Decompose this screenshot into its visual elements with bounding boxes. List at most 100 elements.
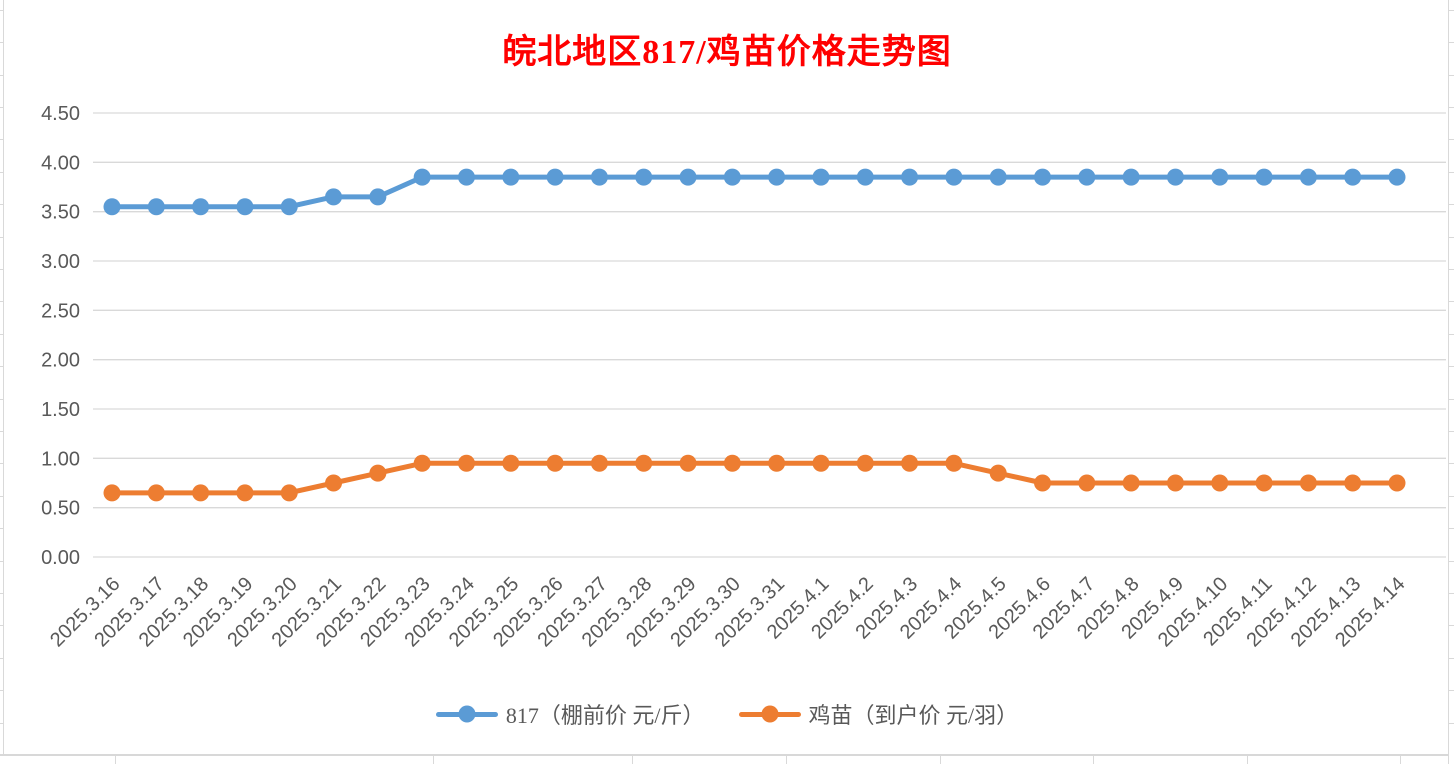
y-tick-label: 3.00 (41, 251, 80, 273)
worksheet-gridline (1449, 237, 1454, 238)
worksheet-gridline (0, 366, 3, 367)
data-point-marker (236, 484, 254, 502)
worksheet-gridline (632, 756, 633, 764)
worksheet-gridline (0, 399, 3, 400)
worksheet-gridline (1449, 301, 1454, 302)
data-point-marker (546, 454, 564, 472)
worksheet-gridline (0, 237, 3, 238)
worksheet-gridline (1449, 107, 1454, 108)
data-point-marker (635, 454, 653, 472)
worksheet-gridline (1449, 269, 1454, 270)
data-point-marker (457, 168, 475, 186)
data-point-marker (1122, 474, 1140, 492)
worksheet-gridline (1449, 658, 1454, 659)
worksheet-gridline (1449, 561, 1454, 562)
data-point-marker (590, 454, 608, 472)
data-point-marker (1299, 168, 1317, 186)
data-point-marker (413, 454, 431, 472)
worksheet-gridline (1449, 334, 1454, 335)
y-tick-label: 2.00 (41, 350, 80, 372)
data-point-marker (502, 168, 520, 186)
worksheet-gridline (0, 723, 3, 724)
data-point-marker (1166, 474, 1184, 492)
worksheet-gridline (1449, 528, 1454, 529)
y-tick-label: 3.50 (41, 202, 80, 224)
worksheet-gridline (0, 625, 3, 626)
worksheet-gridline (0, 204, 3, 205)
worksheet-gridline (433, 756, 434, 764)
y-tick-label: 4.00 (41, 152, 80, 174)
worksheet-gridline (1247, 756, 1248, 764)
worksheet-gridline (0, 561, 3, 562)
worksheet-gridline (1449, 75, 1454, 76)
worksheet-gridline (0, 172, 3, 173)
data-point-marker (1255, 474, 1273, 492)
worksheet-gridline (786, 756, 787, 764)
worksheet-gridline (1093, 756, 1094, 764)
worksheet-gridline (0, 75, 3, 76)
data-point-marker (546, 168, 564, 186)
data-point-marker (635, 168, 653, 186)
data-point-marker (192, 484, 210, 502)
worksheet-gridline (1449, 42, 1454, 43)
series-line-1 (109, 460, 1400, 496)
worksheet-gridline (1449, 399, 1454, 400)
data-point-marker (369, 464, 387, 482)
data-point-marker (945, 454, 963, 472)
data-point-marker (945, 168, 963, 186)
data-point-marker (989, 464, 1007, 482)
data-point-marker (325, 474, 343, 492)
data-point-marker (1211, 168, 1229, 186)
data-point-marker (1166, 168, 1184, 186)
data-point-marker (723, 168, 741, 186)
worksheet-gridline (1449, 625, 1454, 626)
worksheet-gridline-right (1448, 0, 1449, 764)
worksheet-gridline (0, 301, 3, 302)
worksheet-gridline (1449, 593, 1454, 594)
data-point-marker (679, 168, 697, 186)
worksheet-gridline (1449, 10, 1454, 11)
chart-title: 皖北地区817/鸡苗价格走势图 (502, 34, 952, 71)
y-tick-label: 1.00 (41, 448, 80, 470)
data-point-marker (280, 198, 298, 216)
worksheet-gridline (0, 334, 3, 335)
worksheet-gridline (1449, 431, 1454, 432)
worksheet-gridline (1400, 756, 1401, 764)
data-point-marker (723, 454, 741, 472)
data-point-marker (812, 168, 830, 186)
data-point-marker (812, 454, 830, 472)
worksheet-gridline (0, 431, 3, 432)
data-point-marker (1034, 474, 1052, 492)
legend: 817（棚前价 元/斤） 鸡苗（到户价 元/羽） (0, 698, 1454, 730)
worksheet-gridline (1449, 139, 1454, 140)
worksheet-gridline (1449, 172, 1454, 173)
y-tick-label: 4.50 (41, 103, 80, 125)
data-point-marker (590, 168, 608, 186)
data-point-marker (147, 484, 165, 502)
data-point-marker (901, 168, 919, 186)
data-point-marker (1078, 168, 1096, 186)
data-point-marker (103, 484, 121, 502)
worksheet-gridline (0, 139, 3, 140)
legend-dot-817-icon (458, 705, 476, 723)
data-point-marker (1122, 168, 1140, 186)
data-point-marker (325, 188, 343, 206)
data-point-marker (103, 198, 121, 216)
data-point-marker (679, 454, 697, 472)
worksheet-gridline (0, 107, 3, 108)
worksheet-gridline (1449, 366, 1454, 367)
worksheet-gridline (1449, 690, 1454, 691)
series-line-0 (109, 174, 1400, 210)
worksheet-gridline (1449, 463, 1454, 464)
legend-label-jimiao: 鸡苗（到户价 元/羽） (808, 703, 1019, 728)
legend-line-marker-817-icon (435, 705, 498, 723)
legend-item-817: 817（棚前价 元/斤） (435, 698, 705, 730)
data-point-marker (1299, 474, 1317, 492)
worksheet-gridline (0, 528, 3, 529)
worksheet-gridline (0, 269, 3, 270)
data-point-marker (502, 454, 520, 472)
worksheet-gridline (0, 593, 3, 594)
worksheet-gridline (940, 756, 941, 764)
